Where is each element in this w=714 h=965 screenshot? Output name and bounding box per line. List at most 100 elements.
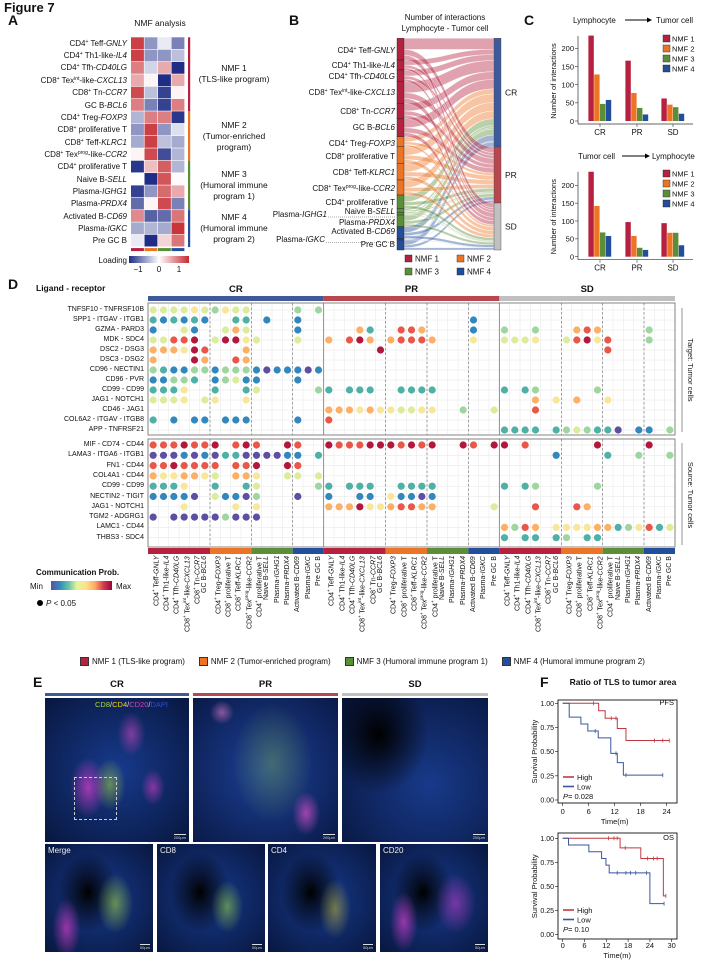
cell-label-part: Tfh- [347, 71, 364, 81]
p-value-symbol: P [563, 792, 568, 801]
interaction-dot [201, 513, 209, 521]
sankey-target-node [493, 146, 502, 204]
y-tick-label: 150 [561, 199, 574, 208]
legend-label: NMF 2 [672, 45, 695, 54]
cell-type-column-label: CD8+ Texint-like-CXCL13 [355, 556, 366, 652]
ligand-receptor-label: CD96 - PVR [105, 376, 144, 383]
cell-label-part: CD69 [106, 211, 127, 221]
program-bracket [188, 210, 191, 248]
interaction-dot [221, 513, 230, 521]
interaction-dot [366, 492, 374, 501]
interaction-dot [655, 523, 664, 532]
ligand-receptor-label: TGM2 - ADGRG1 [89, 513, 144, 521]
heatmap-cell [171, 61, 185, 74]
interaction-dot [407, 326, 416, 334]
interaction-dot [573, 426, 581, 434]
cell-label-part: + [181, 615, 187, 618]
heatmap-title: NMF analysis [134, 18, 186, 28]
heatmap-nmf-strip [131, 248, 144, 252]
bar [673, 107, 679, 121]
cell-label-part: + [398, 600, 404, 603]
cell-label-part: int [357, 597, 363, 603]
cell-label-part: + [56, 75, 60, 82]
channel-label: Merge [48, 846, 71, 855]
sankey-source-node [396, 226, 405, 239]
interaction-dot [356, 492, 364, 501]
interaction-dot [201, 441, 209, 449]
interaction-dot [490, 503, 498, 511]
bar [605, 235, 612, 257]
cell-label-part: Teff- [351, 168, 370, 178]
legend-colorbar [51, 581, 112, 590]
interaction-dot [428, 492, 436, 501]
cell-label-part: CD4 [60, 112, 77, 122]
interaction-dot [562, 534, 571, 542]
interaction-dot [459, 441, 467, 449]
interaction-dot [469, 336, 478, 344]
interaction-dot [221, 492, 230, 501]
cell-label-part: GC B- [84, 100, 107, 110]
cell-type-column-label: Plasma-IGKC [655, 556, 664, 652]
heatmap-row-label: CD4+ Treg-FOXP3 [61, 113, 127, 122]
cell-type-column-label: Plasma-PRDX4 [283, 556, 292, 652]
interaction-dot [201, 472, 209, 480]
interaction-dot [500, 326, 509, 334]
interaction-dot [252, 472, 261, 480]
heatmap-cell [158, 111, 171, 124]
interaction-dot [263, 366, 271, 374]
interaction-dot [521, 523, 529, 532]
stain-legend-item: CD4 [112, 700, 128, 709]
cell-label-part: CD4 [57, 162, 74, 172]
sankey-target-node [493, 202, 502, 251]
program-label: NMF 3 [221, 168, 247, 179]
cell-label-part: CD4 [325, 198, 342, 208]
heatmap-cell [171, 74, 185, 87]
interaction-dot [159, 482, 168, 490]
ligand-receptor-label: APP - TNFRSF21 [88, 426, 144, 433]
interaction-dot [366, 441, 374, 449]
interaction-dot [397, 482, 405, 490]
scale-bar: 200μm [472, 834, 485, 840]
cell-label-part: CD8 [332, 168, 349, 178]
sankey-source-label: Plasma-IGHG1 [273, 210, 327, 219]
heatmap-cell [144, 197, 158, 210]
legend-label: NMF 4 [467, 268, 492, 277]
cell-type-column-label: CD8+ Texprog-like-CCR2 [242, 556, 253, 652]
cell-label-part: + [88, 88, 92, 95]
interaction-dot [211, 396, 219, 404]
stain-legend-item: / [127, 700, 130, 709]
interaction-dot [314, 306, 323, 314]
bar [600, 232, 606, 257]
interaction-dot [242, 376, 250, 384]
sankey-source-label: Naive B-SELL [345, 207, 395, 216]
cell-label-part: Tex [327, 87, 343, 97]
zoomed-micrograph: CD20 50μm [380, 844, 488, 952]
interaction-dot [531, 534, 540, 542]
interaction-dot [645, 523, 653, 532]
heatmap-row-label: Plasma-PRDX4 [71, 199, 127, 208]
legend-min: Min [30, 582, 43, 591]
cell-label-part: Plasma- [635, 579, 643, 606]
km-plot-frame [557, 699, 678, 804]
interaction-dot [583, 534, 591, 542]
cell-label-part: + [192, 587, 197, 591]
legend-label: NMF 3 [415, 268, 440, 277]
cell-label-part: proliferative T [344, 151, 395, 161]
cell-type-column-label: Activated B-CD69 [293, 556, 302, 652]
heatmap-cell [131, 210, 144, 222]
interaction-dot [232, 316, 240, 324]
interaction-dot [583, 426, 591, 434]
stain-legend-item: / [110, 700, 113, 709]
interaction-dot [604, 451, 612, 459]
nmf-group-bar [561, 548, 603, 554]
cell-type-column-label: CD8+ proliferative T [221, 556, 232, 652]
cell-label-part: + [605, 600, 611, 603]
interaction-dot [252, 441, 261, 449]
cell-type-column-label: CD4+ Teff-GNLY [324, 556, 335, 652]
nmf-legend-item: NMF 1 (TLS-like program) [80, 657, 185, 666]
interaction-dot [593, 523, 602, 532]
y-tick-label: 0 [570, 253, 574, 262]
loading-tick-min: −1 [133, 265, 143, 274]
zoomed-micrograph: CD4 50μm [268, 844, 376, 952]
interaction-dot [593, 482, 602, 490]
